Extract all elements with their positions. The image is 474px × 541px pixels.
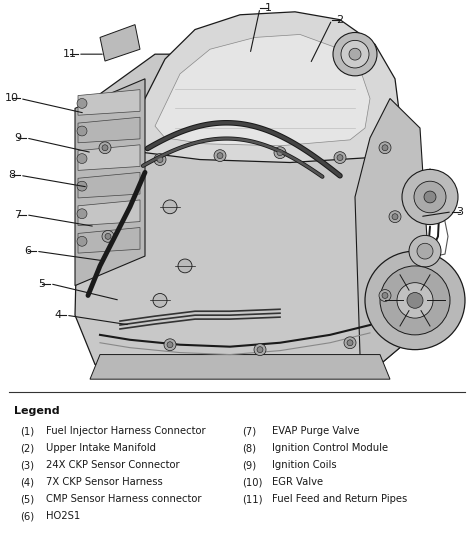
Text: 5: 5	[38, 279, 46, 289]
Circle shape	[217, 153, 223, 159]
Text: 7X CKP Sensor Harness: 7X CKP Sensor Harness	[46, 477, 163, 487]
Text: 3: 3	[456, 207, 464, 217]
Polygon shape	[100, 25, 140, 61]
Text: CMP Sensor Harness connector: CMP Sensor Harness connector	[46, 494, 201, 504]
Polygon shape	[125, 12, 400, 162]
Circle shape	[277, 150, 283, 156]
Circle shape	[347, 340, 353, 346]
Polygon shape	[355, 98, 430, 365]
Text: (9): (9)	[242, 460, 256, 470]
Circle shape	[365, 251, 465, 349]
Circle shape	[337, 155, 343, 161]
Text: (3): (3)	[20, 460, 34, 470]
Circle shape	[424, 191, 436, 203]
Circle shape	[153, 294, 167, 307]
Text: (1): (1)	[20, 426, 34, 436]
Circle shape	[77, 154, 87, 163]
Text: 6: 6	[25, 246, 31, 256]
Text: (6): (6)	[20, 511, 34, 521]
Circle shape	[379, 142, 391, 154]
Circle shape	[382, 145, 388, 151]
Circle shape	[274, 147, 286, 159]
Circle shape	[254, 344, 266, 355]
Text: EVAP Purge Valve: EVAP Purge Valve	[272, 426, 359, 436]
Circle shape	[157, 156, 163, 162]
Circle shape	[341, 41, 369, 68]
Text: Fuel Feed and Return Pipes: Fuel Feed and Return Pipes	[272, 494, 407, 504]
Circle shape	[99, 142, 111, 154]
Text: (11): (11)	[242, 494, 263, 504]
Circle shape	[105, 233, 111, 239]
Circle shape	[349, 48, 361, 60]
Circle shape	[334, 151, 346, 163]
Circle shape	[77, 126, 87, 136]
Circle shape	[382, 293, 388, 299]
Polygon shape	[78, 90, 140, 115]
Text: Ignition Control Module: Ignition Control Module	[272, 443, 388, 453]
Circle shape	[379, 289, 391, 301]
Polygon shape	[78, 117, 140, 143]
Circle shape	[164, 339, 176, 351]
Circle shape	[102, 145, 108, 151]
Circle shape	[409, 235, 441, 267]
Text: HO2S1: HO2S1	[46, 511, 80, 521]
Polygon shape	[75, 79, 145, 286]
Text: 2: 2	[337, 15, 344, 25]
Text: 11: 11	[63, 49, 77, 59]
Text: Legend: Legend	[14, 406, 60, 416]
Text: EGR Valve: EGR Valve	[272, 477, 323, 487]
Circle shape	[214, 150, 226, 162]
Circle shape	[407, 293, 423, 308]
Text: (7): (7)	[242, 426, 256, 436]
Circle shape	[380, 266, 450, 335]
Circle shape	[344, 337, 356, 348]
Circle shape	[392, 214, 398, 220]
Polygon shape	[78, 173, 140, 198]
Circle shape	[167, 342, 173, 348]
Circle shape	[333, 32, 377, 76]
Polygon shape	[90, 354, 390, 379]
Text: (10): (10)	[242, 477, 263, 487]
Circle shape	[402, 169, 458, 225]
Circle shape	[257, 347, 263, 353]
Text: Ignition Coils: Ignition Coils	[272, 460, 337, 470]
Text: 10: 10	[5, 94, 19, 103]
Text: 24X CKP Sensor Connector: 24X CKP Sensor Connector	[46, 460, 180, 470]
Text: (2): (2)	[20, 443, 34, 453]
Circle shape	[102, 230, 114, 242]
Text: (8): (8)	[242, 443, 256, 453]
Text: 8: 8	[9, 170, 16, 180]
Circle shape	[77, 209, 87, 219]
Text: 9: 9	[14, 133, 21, 143]
Circle shape	[178, 259, 192, 273]
Circle shape	[417, 243, 433, 259]
Circle shape	[77, 181, 87, 191]
Text: (5): (5)	[20, 494, 34, 504]
Polygon shape	[78, 228, 140, 253]
Text: (4): (4)	[20, 477, 34, 487]
Circle shape	[163, 200, 177, 214]
Text: 7: 7	[14, 210, 21, 220]
Circle shape	[397, 282, 433, 318]
Circle shape	[154, 154, 166, 166]
Polygon shape	[78, 145, 140, 170]
Text: 4: 4	[55, 310, 62, 320]
Circle shape	[77, 236, 87, 246]
Polygon shape	[155, 35, 370, 146]
Circle shape	[77, 98, 87, 108]
Polygon shape	[75, 54, 420, 365]
Text: Fuel Injector Harness Connector: Fuel Injector Harness Connector	[46, 426, 206, 436]
Circle shape	[389, 211, 401, 222]
Circle shape	[414, 181, 446, 213]
Text: Upper Intake Manifold: Upper Intake Manifold	[46, 443, 156, 453]
Text: 1: 1	[264, 3, 272, 13]
Polygon shape	[78, 200, 140, 226]
